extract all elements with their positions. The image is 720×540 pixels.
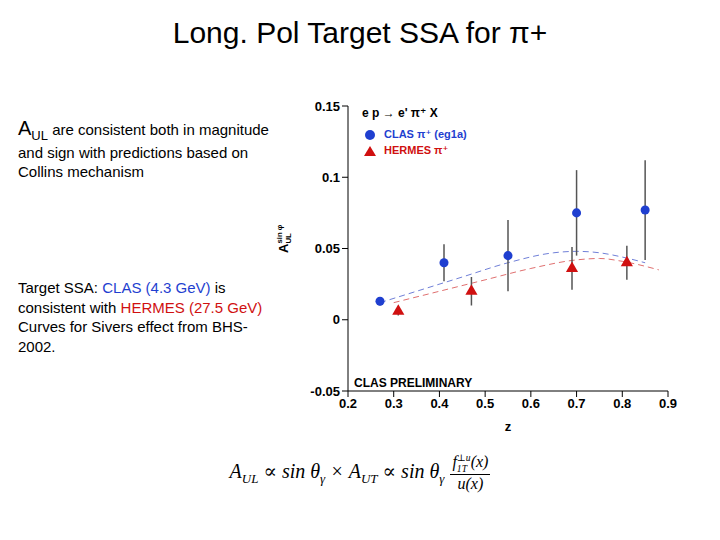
svg-text:-0.05: -0.05 bbox=[310, 384, 340, 399]
html-text:UL: UL bbox=[283, 233, 293, 244]
html-text:AUL∝ sin θγ× AUT∝ sin θγ: AUL∝ sin θγ× AUT∝ sin θγ bbox=[229, 460, 445, 486]
html-text:A: A bbox=[276, 243, 291, 253]
html-text:CLAS π⁺ (eg1a): CLAS π⁺ (eg1a) bbox=[384, 128, 467, 140]
html-text:e p → e' π⁺ X: e p → e' π⁺ X bbox=[362, 106, 438, 120]
svg-text:0: 0 bbox=[333, 312, 340, 327]
svg-text:0.15: 0.15 bbox=[315, 99, 340, 114]
svg-text:0.2: 0.2 bbox=[339, 396, 357, 411]
html-text:Target SSA: CLAS (4.3 GeV) is: Target SSA: CLAS (4.3 GeV) is consistent… bbox=[18, 279, 263, 316]
html-text:CLAS PRELIMINARY: CLAS PRELIMINARY bbox=[354, 376, 473, 390]
svg-text:0.6: 0.6 bbox=[522, 396, 540, 411]
svg-text:0.4: 0.4 bbox=[430, 396, 449, 411]
html-text:1T (x): 1T (x) bbox=[456, 453, 489, 474]
html-text:u(x): u(x) bbox=[457, 475, 484, 493]
svg-text:z: z bbox=[505, 419, 512, 434]
html-text:sin φ: sin φ bbox=[275, 224, 284, 244]
svg-text:0.3: 0.3 bbox=[385, 396, 403, 411]
svg-text:0.7: 0.7 bbox=[568, 396, 586, 411]
html-text:AULare consistent both in magn: AULare consistent both in magnitude and … bbox=[18, 117, 269, 180]
svg-text:0.9: 0.9 bbox=[659, 396, 677, 411]
html-text:f⊥u: f⊥u bbox=[452, 452, 471, 471]
svg-text:0.8: 0.8 bbox=[613, 396, 631, 411]
svg-text:0.5: 0.5 bbox=[476, 396, 494, 411]
html-text:Long. Pol Target SSA for π+: Long. Pol Target SSA for π+ bbox=[172, 16, 548, 49]
html-text:Curves for Sivers effect from: Curves for Sivers effect from BHS-2002. bbox=[18, 318, 248, 355]
svg-text:0.05: 0.05 bbox=[315, 241, 340, 256]
html-text:HERMES π⁺: HERMES π⁺ bbox=[384, 144, 449, 156]
svg-text:0.1: 0.1 bbox=[322, 170, 340, 185]
